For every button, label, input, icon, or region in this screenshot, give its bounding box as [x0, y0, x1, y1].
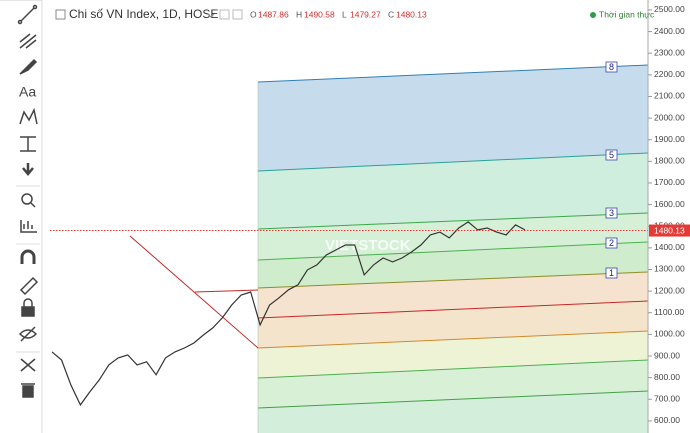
ohlc-key: L [342, 9, 347, 19]
legend-checkbox[interactable] [55, 9, 66, 20]
channel-zone [258, 360, 648, 408]
channel-label-box [605, 237, 618, 249]
settings-tool[interactable] [20, 358, 36, 372]
watermark: VIETSTOCK [325, 237, 411, 254]
y-tick-label: 1100.00 [654, 307, 684, 317]
channel-line [257, 359, 649, 379]
y-tick-label: 600.00 [654, 415, 680, 425]
channel-line [257, 152, 649, 172]
channel-label: 8 [609, 62, 614, 72]
price-axis [648, 0, 690, 433]
y-tick-label: 2400.00 [654, 26, 685, 36]
channel-label: 2 [609, 238, 614, 248]
channel-zone [258, 272, 648, 318]
channel-zone [258, 331, 648, 378]
channel-line [257, 64, 649, 83]
y-tick-label: 2200.00 [654, 69, 685, 79]
y-tick-label: 1700.00 [654, 177, 685, 187]
hide-series[interactable] [219, 9, 230, 20]
status-dot [590, 12, 596, 18]
channel-label-box [605, 267, 618, 279]
ohlc-value: 1479.27 [350, 9, 381, 19]
channel-line [257, 271, 649, 289]
channel-line [257, 330, 649, 349]
channel-label: 5 [609, 150, 614, 160]
measure-tool[interactable] [20, 136, 36, 152]
ohlc-value: 1480.13 [396, 9, 427, 19]
y-tick-label: 800.00 [654, 372, 680, 382]
channel-label: 1 [609, 268, 614, 278]
ohlc-key: O [250, 9, 257, 19]
series-settings[interactable] [232, 9, 243, 20]
y-tick-label: 1300.00 [654, 264, 685, 274]
y-tick-label: 1600.00 [654, 199, 685, 209]
text-tool[interactable]: Aa [19, 84, 36, 100]
ohlc-key: C [388, 9, 394, 19]
toolbar: Aa [0, 0, 43, 433]
status: Thời gian thực [599, 9, 655, 19]
channel-zone [258, 153, 648, 229]
y-tick-label: 1900.00 [654, 134, 685, 144]
zoom-tool[interactable] [21, 193, 36, 208]
drawing-line [194, 289, 259, 293]
symbol-title: Chi số VN Index, 1D, HOSE [69, 7, 218, 21]
price-line [51, 221, 526, 407]
y-tick-label: 1200.00 [654, 285, 685, 295]
y-tick-label: 1000.00 [654, 329, 685, 339]
channel-line [257, 300, 649, 319]
last-price-tag [649, 224, 690, 237]
y-tick-label: 2500.00 [654, 4, 685, 14]
channel-line [257, 390, 649, 409]
fib-tool[interactable] [19, 33, 37, 49]
last-price-label: 1480.13 [654, 225, 685, 235]
ohlc-value: 1487.86 [258, 9, 289, 19]
ohlc-key: H [296, 9, 302, 19]
ohlc-value: 1490.58 [304, 9, 335, 19]
y-tick-label: 2100.00 [654, 91, 685, 101]
channel-zone [258, 301, 648, 348]
hide-tool[interactable] [18, 326, 38, 342]
trend-line-tool[interactable] [17, 4, 38, 25]
channel-label: 3 [609, 208, 614, 218]
plot-area: 8 5 3 2 1 VIETSTOCK [50, 61, 649, 433]
y-tick-label: 2000.00 [654, 112, 685, 122]
stay-drawing-tool[interactable] [19, 276, 39, 296]
channel-zone [258, 391, 648, 433]
channel-zone [258, 65, 648, 171]
pattern-tool[interactable] [19, 107, 38, 125]
symbol-dropdown[interactable] [207, 13, 215, 18]
header: Chi số VN Index, 1D, HOSE O 1487.86 H 1490.… [55, 7, 655, 21]
brush-tool[interactable] [19, 58, 38, 75]
y-tick-label: 1800.00 [654, 156, 685, 166]
y-tick-label: 900.00 [654, 350, 680, 360]
channel-label-box [605, 207, 618, 219]
y-tick-label: 1400.00 [654, 242, 685, 252]
ohlc: O 1487.86 H 1490.58 L 1479.27 C 1480.13 [250, 9, 427, 19]
price-axis-labels: 600.00 700.00 800.00 900.00 1000.00 1100.00 12… [648, 4, 690, 425]
channel-line [257, 241, 649, 261]
delete-tool[interactable] [21, 383, 35, 398]
scroll-down-tool[interactable] [22, 163, 34, 176]
lock-tool[interactable] [21, 298, 35, 317]
channel-label-box [605, 149, 618, 161]
channel-line [257, 212, 649, 230]
channel-label-box [605, 61, 618, 73]
y-tick-label: 700.00 [654, 394, 680, 404]
magnet-tool[interactable] [20, 249, 36, 264]
indicators-tool[interactable] [20, 220, 37, 233]
drawing-line [129, 235, 259, 349]
y-tick-label: 2300.00 [654, 47, 685, 57]
channel-zone [258, 242, 648, 288]
